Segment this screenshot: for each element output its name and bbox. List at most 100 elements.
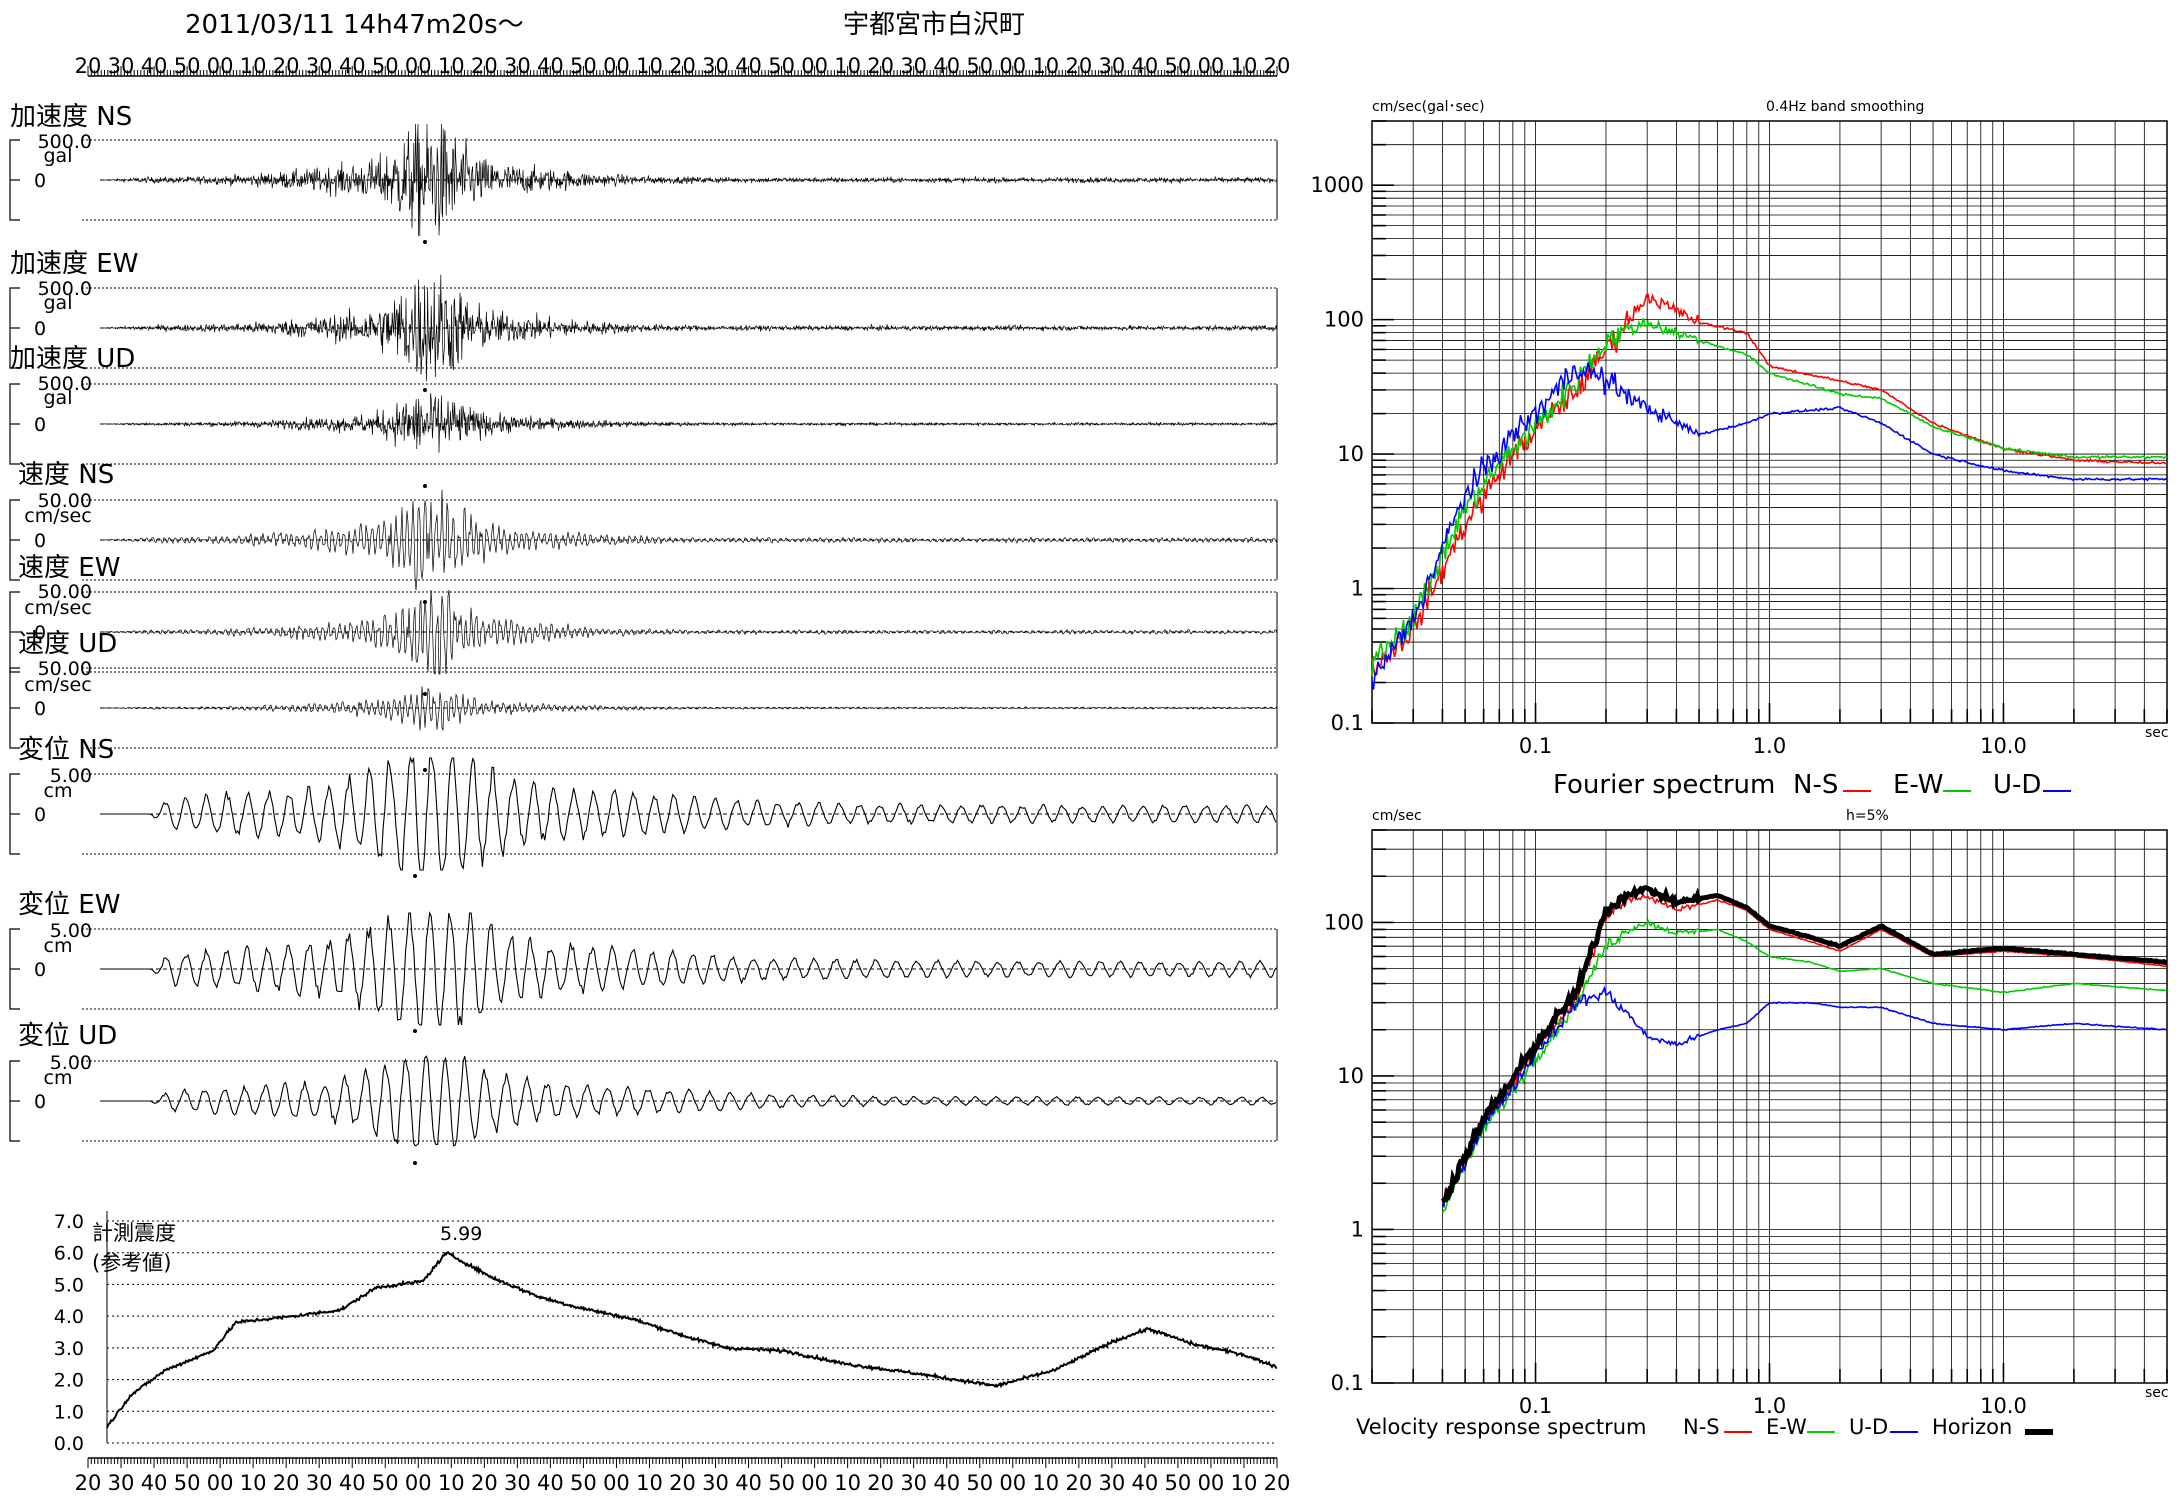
legend-label-n-s: N-S bbox=[1683, 1415, 1720, 1439]
waveform-trace bbox=[100, 1055, 1277, 1147]
top-tick-label: 40 bbox=[1132, 54, 1159, 78]
top-tick-label: 50 bbox=[966, 54, 993, 78]
waveform-label: 速度 EW bbox=[18, 553, 120, 583]
top-tick-label: 00 bbox=[1198, 54, 1225, 78]
top-tick-label: 00 bbox=[405, 54, 432, 78]
fourier-unit: cm/sec(gal･sec) bbox=[1372, 99, 1485, 115]
bottom-tick-label: 40 bbox=[141, 1471, 168, 1495]
bottom-tick-label: 20 bbox=[1065, 1471, 1092, 1495]
bottom-tick-label: 10 bbox=[438, 1471, 465, 1495]
waveform-trace bbox=[100, 123, 1277, 237]
waveform-unit: gal bbox=[44, 292, 73, 314]
intensity-ytick: 7.0 bbox=[54, 1211, 84, 1233]
bottom-tick-label: 20 bbox=[1264, 1471, 1291, 1495]
response-legend-title: Velocity response spectrum bbox=[1356, 1415, 1646, 1439]
bottom-tick-label: 20 bbox=[273, 1471, 300, 1495]
bottom-tick-label: 40 bbox=[1132, 1471, 1159, 1495]
top-tick-label: 10 bbox=[438, 54, 465, 78]
bottom-tick-label: 30 bbox=[900, 1471, 927, 1495]
waveform-unit: cm/sec bbox=[24, 597, 91, 619]
response-x-unit: sec bbox=[2145, 1385, 2169, 1401]
top-tick-label: 30 bbox=[306, 54, 333, 78]
bottom-tick-label: 10 bbox=[636, 1471, 663, 1495]
waveform-trace bbox=[100, 589, 1278, 675]
waveform-trace bbox=[100, 274, 1277, 382]
bottom-tick-label: 00 bbox=[1198, 1471, 1225, 1495]
bottom-tick-label: 00 bbox=[999, 1471, 1026, 1495]
waveform-trace bbox=[100, 686, 1278, 731]
top-tick-label: 20 bbox=[273, 54, 300, 78]
legend-label-u-d: U-D bbox=[1993, 770, 2041, 800]
top-tick-label: 00 bbox=[207, 54, 234, 78]
bottom-tick-label: 30 bbox=[504, 1471, 531, 1495]
top-tick-label: 40 bbox=[537, 54, 564, 78]
intensity-ytick: 0.0 bbox=[54, 1433, 84, 1455]
waveform-peak-dot bbox=[413, 1161, 417, 1165]
bottom-tick-label: 50 bbox=[1165, 1471, 1192, 1495]
series-horizon bbox=[1440, 884, 2168, 1204]
top-tick-label: 20 bbox=[669, 54, 696, 78]
bottom-tick-label: 00 bbox=[801, 1471, 828, 1495]
top-tick-label: 50 bbox=[1165, 54, 1192, 78]
waveform-scale: 50.00 bbox=[38, 658, 92, 680]
bottom-tick-label: 20 bbox=[669, 1471, 696, 1495]
bottom-tick-label: 10 bbox=[1032, 1471, 1059, 1495]
y-tick-label: 0.1 bbox=[1331, 1371, 1364, 1395]
bottom-tick-label: 30 bbox=[108, 1471, 135, 1495]
top-tick-label: 00 bbox=[603, 54, 630, 78]
top-tick-label: 50 bbox=[768, 54, 795, 78]
header-station: 宇都宮市白沢町 bbox=[843, 10, 1025, 40]
bottom-tick-label: 00 bbox=[603, 1471, 630, 1495]
bottom-tick-label: 40 bbox=[339, 1471, 366, 1495]
waveform-zero: 0 bbox=[34, 959, 46, 981]
waveform-peak-dot bbox=[413, 874, 417, 878]
waveform-zero: 0 bbox=[34, 1091, 46, 1113]
intensity-ytick: 2.0 bbox=[54, 1370, 84, 1392]
waveform-peak-dot bbox=[423, 768, 427, 772]
waveform-label: 速度 UD bbox=[18, 629, 117, 659]
bottom-tick-label: 00 bbox=[207, 1471, 234, 1495]
waveform-peak-dot bbox=[423, 388, 427, 392]
response-legend: Velocity response spectrum N-S E-W U-D Hori… bbox=[1356, 1415, 2053, 1439]
waveform-unit: cm bbox=[44, 780, 73, 802]
y-tick-label: 0.1 bbox=[1331, 711, 1364, 735]
y-tick-label: 10 bbox=[1337, 1064, 1364, 1088]
intensity-max-label: 5.99 bbox=[440, 1223, 482, 1245]
waveform-trace bbox=[100, 393, 1277, 453]
x-tick-label: 0.1 bbox=[1519, 734, 1552, 758]
top-tick-label: 20 bbox=[1065, 54, 1092, 78]
waveform-label: 変位 NS bbox=[18, 735, 114, 765]
fourier-legend-title: Fourier spectrum bbox=[1553, 770, 1775, 800]
top-tick-label: 30 bbox=[108, 54, 135, 78]
waveform-trace bbox=[100, 911, 1277, 1026]
waveform-peak-dot bbox=[423, 692, 427, 696]
y-tick-label: 10 bbox=[1337, 442, 1364, 466]
header-datetime: 2011/03/11 14h47m20s～ bbox=[185, 10, 524, 40]
series-u-d bbox=[1371, 362, 2168, 690]
legend-label-horizon: Horizon bbox=[1932, 1415, 2012, 1439]
waveform-unit: gal bbox=[44, 387, 73, 409]
y-tick-label: 100 bbox=[1324, 308, 1364, 332]
waveform-label: 変位 EW bbox=[18, 890, 120, 920]
waveform-unit: cm/sec bbox=[24, 505, 91, 527]
top-tick-label: 20 bbox=[1264, 54, 1291, 78]
top-tick-label: 00 bbox=[801, 54, 828, 78]
top-tick-label: 10 bbox=[834, 54, 861, 78]
fourier-note: 0.4Hz band smoothing bbox=[1766, 99, 1924, 115]
waveform-scale: 500.0 bbox=[38, 131, 92, 153]
waveform-trace bbox=[100, 489, 1278, 591]
fourier-legend: Fourier spectrum N-S E-W U-D bbox=[1553, 770, 2071, 800]
waveform-label: 変位 UD bbox=[18, 1021, 117, 1051]
waveform-scale: 5.00 bbox=[50, 765, 92, 787]
bottom-tick-label: 10 bbox=[240, 1471, 267, 1495]
waveform-scale: 5.00 bbox=[50, 1052, 92, 1074]
top-tick-label: 10 bbox=[636, 54, 663, 78]
bottom-tick-label: 20 bbox=[867, 1471, 894, 1495]
bottom-tick-label: 20 bbox=[75, 1471, 102, 1495]
top-tick-label: 50 bbox=[372, 54, 399, 78]
intensity-ytick: 6.0 bbox=[54, 1243, 84, 1265]
